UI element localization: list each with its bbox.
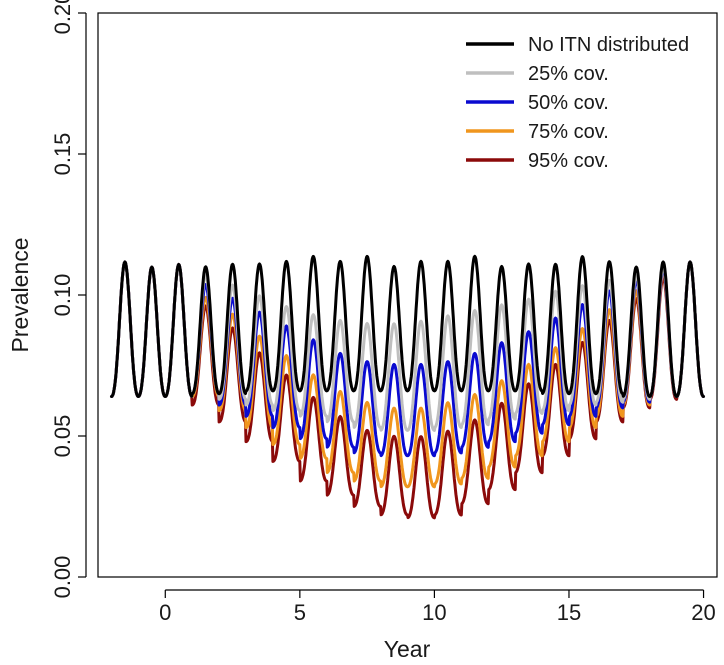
x-axis: 0 5 10 15 20 bbox=[159, 589, 716, 625]
y-axis: 0.00 0.05 0.10 0.15 0.20 bbox=[50, 0, 87, 599]
legend: No ITN distributed 25% cov. 50% cov. 75% co… bbox=[466, 34, 689, 172]
x-tick-label: 0 bbox=[159, 600, 171, 625]
x-tick-label: 20 bbox=[691, 600, 715, 625]
legend-label: 25% cov. bbox=[528, 63, 609, 85]
y-tick-label: 0.15 bbox=[50, 133, 75, 176]
legend-label: 50% cov. bbox=[528, 92, 609, 114]
series-line-0 bbox=[110, 254, 705, 398]
legend-label: 95% cov. bbox=[528, 150, 609, 172]
x-tick-label: 5 bbox=[294, 600, 306, 625]
legend-label: No ITN distributed bbox=[528, 34, 689, 56]
plot-frame bbox=[97, 12, 718, 578]
x-axis-title: Year bbox=[384, 636, 431, 662]
y-tick-label: 0.00 bbox=[50, 556, 75, 599]
series-group bbox=[110, 254, 705, 520]
y-tick-label: 0.10 bbox=[50, 274, 75, 317]
legend-label: 75% cov. bbox=[528, 121, 609, 143]
x-tick-label: 15 bbox=[557, 600, 581, 625]
series-line-1 bbox=[110, 260, 705, 432]
y-axis-title: Prevalence bbox=[7, 237, 33, 352]
y-tick-label: 0.20 bbox=[50, 0, 75, 34]
x-tick-label: 10 bbox=[422, 600, 446, 625]
y-tick-label: 0.05 bbox=[50, 415, 75, 458]
